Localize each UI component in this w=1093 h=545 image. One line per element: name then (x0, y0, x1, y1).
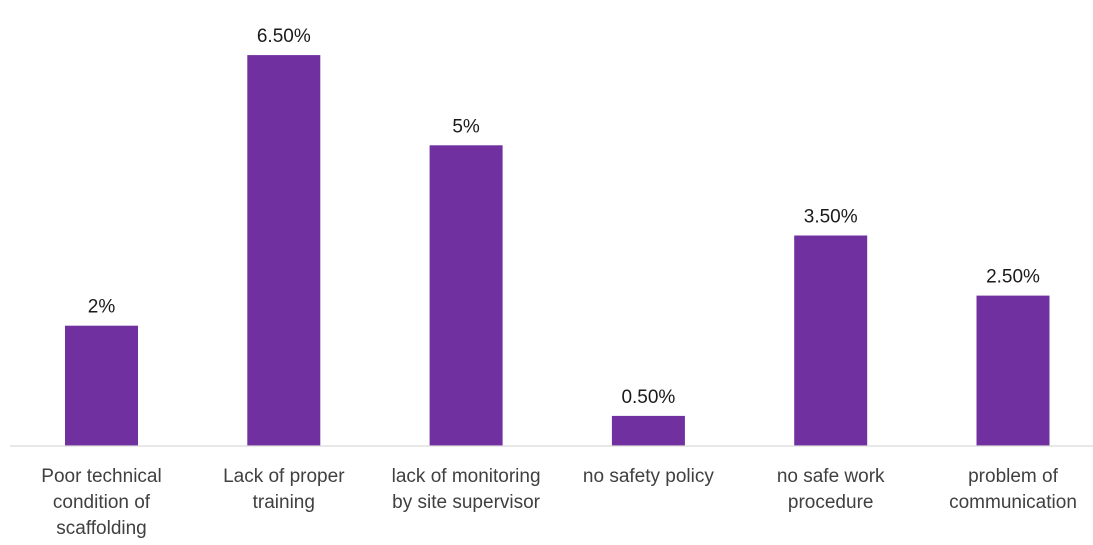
data-label-0: 2% (88, 297, 116, 318)
category-label-line: communication (949, 492, 1077, 513)
bar-5 (976, 295, 1050, 446)
category-label-line: problem of (968, 466, 1058, 487)
category-labels-group: Poor technical condition of scaffolding Lac… (41, 466, 1077, 539)
category-label-line: condition of (53, 492, 151, 513)
data-label-2: 5% (452, 116, 480, 137)
category-label-line: Lack of proper (223, 466, 345, 487)
category-label-line: procedure (788, 492, 874, 513)
category-label-line: no safety policy (583, 466, 714, 487)
data-label-4: 3.50% (804, 207, 858, 228)
category-label-1: Lack of proper training (223, 466, 345, 513)
category-label-3: no safety policy (583, 466, 714, 487)
data-label-3: 0.50% (621, 387, 675, 408)
category-label-line: Poor technical (41, 466, 161, 487)
category-label-2: lack of monitoring by site supervisor (392, 466, 541, 513)
bar-0 (65, 325, 138, 446)
category-label-4: no safe work procedure (777, 466, 885, 513)
category-label-0: Poor technical condition of scaffolding (41, 466, 161, 539)
category-label-line: scaffolding (56, 518, 147, 539)
bar-3 (611, 415, 685, 446)
category-label-line: lack of monitoring (392, 466, 541, 487)
category-label-5: problem of communication (949, 466, 1077, 513)
category-label-line: no safe work (777, 466, 885, 487)
bars-group (65, 55, 1050, 447)
data-label-1: 6.50% (257, 26, 311, 47)
bar-2 (429, 145, 503, 447)
bar-1 (247, 55, 321, 446)
bar-4 (794, 235, 868, 446)
category-label-line: training (253, 492, 315, 513)
data-labels-group: 2% 6.50% 5% 0.50% 3.50% 2.50% (88, 26, 1040, 408)
data-label-5: 2.50% (986, 267, 1040, 288)
category-label-line: by site supervisor (392, 492, 541, 513)
